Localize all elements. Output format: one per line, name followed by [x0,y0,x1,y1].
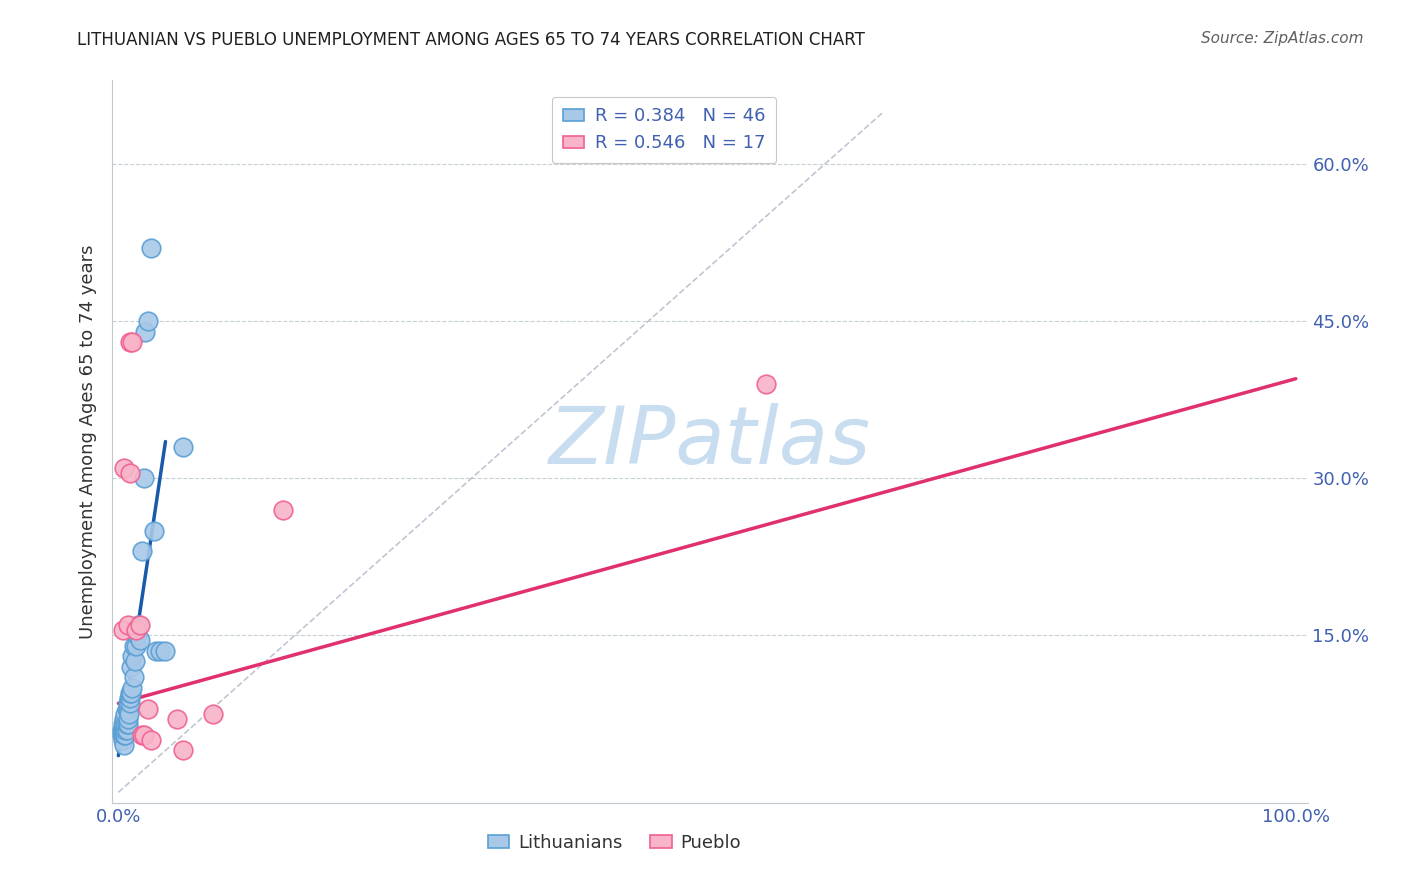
Point [172,440,194,454]
Point [155,644,177,658]
Point [131,544,153,558]
Point [134,325,156,339]
Text: Source: ZipAtlas.com: Source: ZipAtlas.com [1201,31,1364,46]
Point [115,723,138,737]
Point [128,617,150,632]
Point [117,701,139,715]
Point [120,334,142,349]
Text: LITHUANIAN VS PUEBLO UNEMPLOYMENT AMONG AGES 65 TO 74 YEARS CORRELATION CHART: LITHUANIAN VS PUEBLO UNEMPLOYMENT AMONG … [77,31,865,49]
Point [117,617,139,632]
Point [120,686,142,700]
Point [111,723,134,737]
Point [136,314,159,328]
Point [112,738,135,752]
Point [141,241,163,255]
Point [120,691,142,706]
Point [122,670,145,684]
Point [114,717,136,731]
Point [127,617,149,632]
Point [121,334,143,349]
Point [112,733,135,747]
Point [112,712,135,726]
Point [271,502,294,516]
Y-axis label: Unemployment Among Ages 65 to 74 years: Unemployment Among Ages 65 to 74 years [79,244,97,639]
Point [125,623,148,637]
Point [755,376,778,391]
Point [118,691,141,706]
Point [114,706,136,721]
Point [121,681,143,695]
Point [166,712,188,726]
Point [118,706,141,721]
Point [131,728,153,742]
Point [117,696,139,710]
Text: ZIPatlas: ZIPatlas [548,402,872,481]
Legend: Lithuanians, Pueblo: Lithuanians, Pueblo [481,826,748,859]
Point [117,712,139,726]
Point [115,717,138,731]
Point [124,655,146,669]
Point [112,728,135,742]
Point [111,728,134,742]
Point [148,644,170,658]
Point [142,524,165,538]
Point [201,706,224,721]
Point [122,639,145,653]
Point [121,649,143,664]
Point [134,471,156,485]
Point [172,743,194,757]
Point [112,717,135,731]
Point [112,723,135,737]
Point [136,701,159,715]
Point [114,728,136,742]
Point [114,723,136,737]
Point [112,460,135,475]
Point [117,717,139,731]
Point [112,723,135,737]
Point [115,701,138,715]
Point [145,644,167,658]
Point [128,633,150,648]
Point [127,628,149,642]
Point [134,728,156,742]
Point [120,696,142,710]
Point [141,733,163,747]
Point [120,466,142,480]
Point [112,623,135,637]
Point [125,639,148,653]
Point [120,686,142,700]
Point [120,659,142,673]
